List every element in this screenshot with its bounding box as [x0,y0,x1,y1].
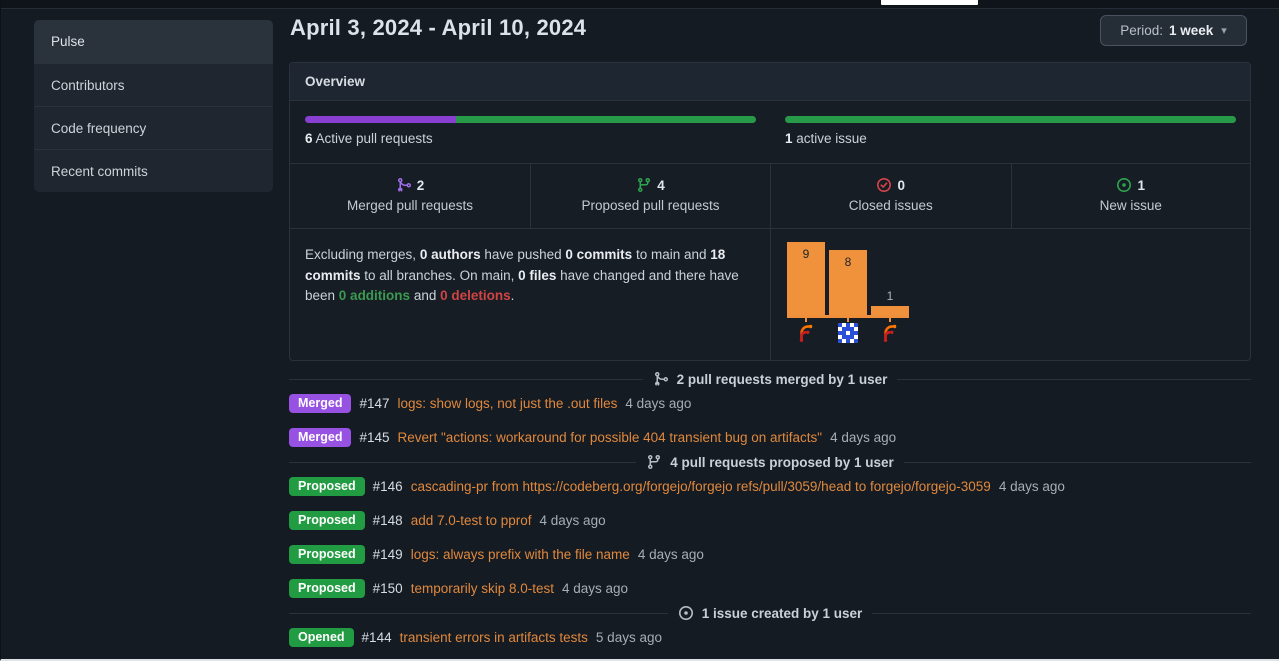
pr-title-link[interactable]: logs: show logs, not just the .out files [397,396,618,411]
pr-title-link[interactable]: Revert "actions: workaround for possible… [397,430,823,445]
chart-column: 9 [787,242,825,315]
merged-progress-segment [305,116,456,123]
period-value: 1 week [1168,23,1214,38]
period-label: Period: [1120,23,1163,38]
git-merge-icon [396,177,412,193]
sidebar-item-code-frequency[interactable]: Code frequency [34,106,273,149]
chart-tick [805,318,807,322]
sidebar-item-contributors[interactable]: Contributors [34,63,273,106]
deletions-count: 0 deletions [440,288,511,303]
pr-number: #150 [372,581,403,596]
pr-timestamp: 4 days ago [625,396,692,411]
issue-progress-segment [785,116,1236,123]
section-header-merged: 2 pull requests merged by 1 user [289,371,1252,387]
pr-timestamp: 4 days ago [998,479,1065,494]
issue-closed-icon [876,177,892,193]
top-browser-strip [1,0,1279,9]
chart-bar [787,242,825,315]
active-pr-label: 6 Active pull requests [305,131,433,146]
section-header-issues: 1 issue created by 1 user [289,605,1251,621]
page-title: April 3, 2024 - April 10, 2024 [290,15,587,40]
pr-row-145: Merged #145 Revert "actions: workaround … [289,428,1251,447]
push-activity-chart: 9 8 1 [771,229,1250,343]
overview-panel-title: Overview [290,63,1250,101]
pr-title-link[interactable]: cascading-pr from https://codeberg.org/f… [410,479,991,494]
status-badge: Merged [289,394,352,413]
commit-summary-text: Excluding merges, 0 authors have pushed … [305,247,739,303]
chart-tick [889,318,891,322]
activity-sidebar: Pulse Contributors Code frequency Recent… [34,20,273,192]
forgejo-avatar[interactable] [796,323,816,343]
period-dropdown[interactable]: Period: 1 week ▾ [1100,15,1247,46]
chevron-down-icon: ▾ [1221,25,1227,37]
status-badge: Proposed [289,579,365,598]
additions-count: 0 additions [338,288,411,303]
chart-tick [847,318,849,322]
sidebar-item-pulse[interactable]: Pulse [34,20,273,63]
proposed-progress-segment [455,116,756,123]
chart-bar-value: 9 [802,247,810,261]
pr-row-148: Proposed #148 add 7.0-test to pprof 4 da… [289,511,1251,530]
chart-bar [871,306,909,315]
chart-bar [829,250,867,315]
pr-timestamp: 4 days ago [539,513,606,528]
issue-timestamp: 5 days ago [595,630,662,645]
chart-column: 8 [829,242,867,315]
status-badge: Proposed [289,477,365,496]
activity-list: 2 pull requests merged by 1 user Merged … [289,361,1252,647]
git-merge-icon [653,371,669,387]
pr-title-link[interactable]: temporarily skip 8.0-test [410,581,555,596]
active-issue-label: 1 active issue [785,131,867,146]
section-header-proposed: 4 pull requests proposed by 1 user [289,454,1251,470]
issue-title-link[interactable]: transient errors in artifacts tests [399,630,588,645]
active-tab-indicator [881,0,978,5]
status-badge: Proposed [289,545,365,564]
pr-number: #148 [372,513,403,528]
issue-row-144: Opened #144 transient errors in artifact… [289,628,1251,647]
status-badge: Opened [289,628,354,647]
stat-proposed-prs: 4 Proposed pull requests [530,164,770,228]
pr-timestamp: 4 days ago [562,581,629,596]
pr-number: #145 [359,430,390,445]
chart-column: 1 [871,242,909,315]
stat-closed-issues: 0 Closed issues [848,177,933,214]
issue-open-icon [1116,177,1132,193]
git-branch-icon [646,454,662,470]
pr-row-147: Merged #147 logs: show logs, not just th… [289,394,1251,413]
pr-row-149: Proposed #149 logs: always prefix with t… [289,545,1251,564]
pr-timestamp: 4 days ago [637,547,704,562]
sidebar-item-recent-commits[interactable]: Recent commits [34,149,273,192]
status-badge: Proposed [289,511,365,530]
pr-row-146: Proposed #146 cascading-pr from https://… [289,477,1251,496]
issue-open-icon [678,605,694,621]
identicon-avatar[interactable] [838,323,858,343]
issue-number: #144 [361,630,392,645]
pr-title-link[interactable]: add 7.0-test to pprof [410,513,532,528]
pr-row-150: Proposed #150 temporarily skip 8.0-test … [289,579,1251,598]
pr-timestamp: 4 days ago [830,430,897,445]
pr-number: #146 [372,479,403,494]
chart-bar-value: 1 [886,289,894,303]
issue-progress: 1 active issue [770,101,1250,163]
overview-panel: Overview 6 Active pull requests 1 active… [289,62,1251,361]
stat-merged-prs: 2 Merged pull requests [346,177,474,214]
pull-request-progress: 6 Active pull requests [290,101,770,163]
pr-title-link[interactable]: logs: always prefix with the file name [410,547,630,562]
forgejo-avatar[interactable] [880,323,900,343]
pr-number: #149 [372,547,403,562]
pr-number: #147 [359,396,390,411]
stat-new-issues: 1 New issue [1010,164,1251,228]
git-branch-icon [636,177,652,193]
status-badge: Merged [289,428,352,447]
chart-bar-value: 8 [844,255,852,269]
